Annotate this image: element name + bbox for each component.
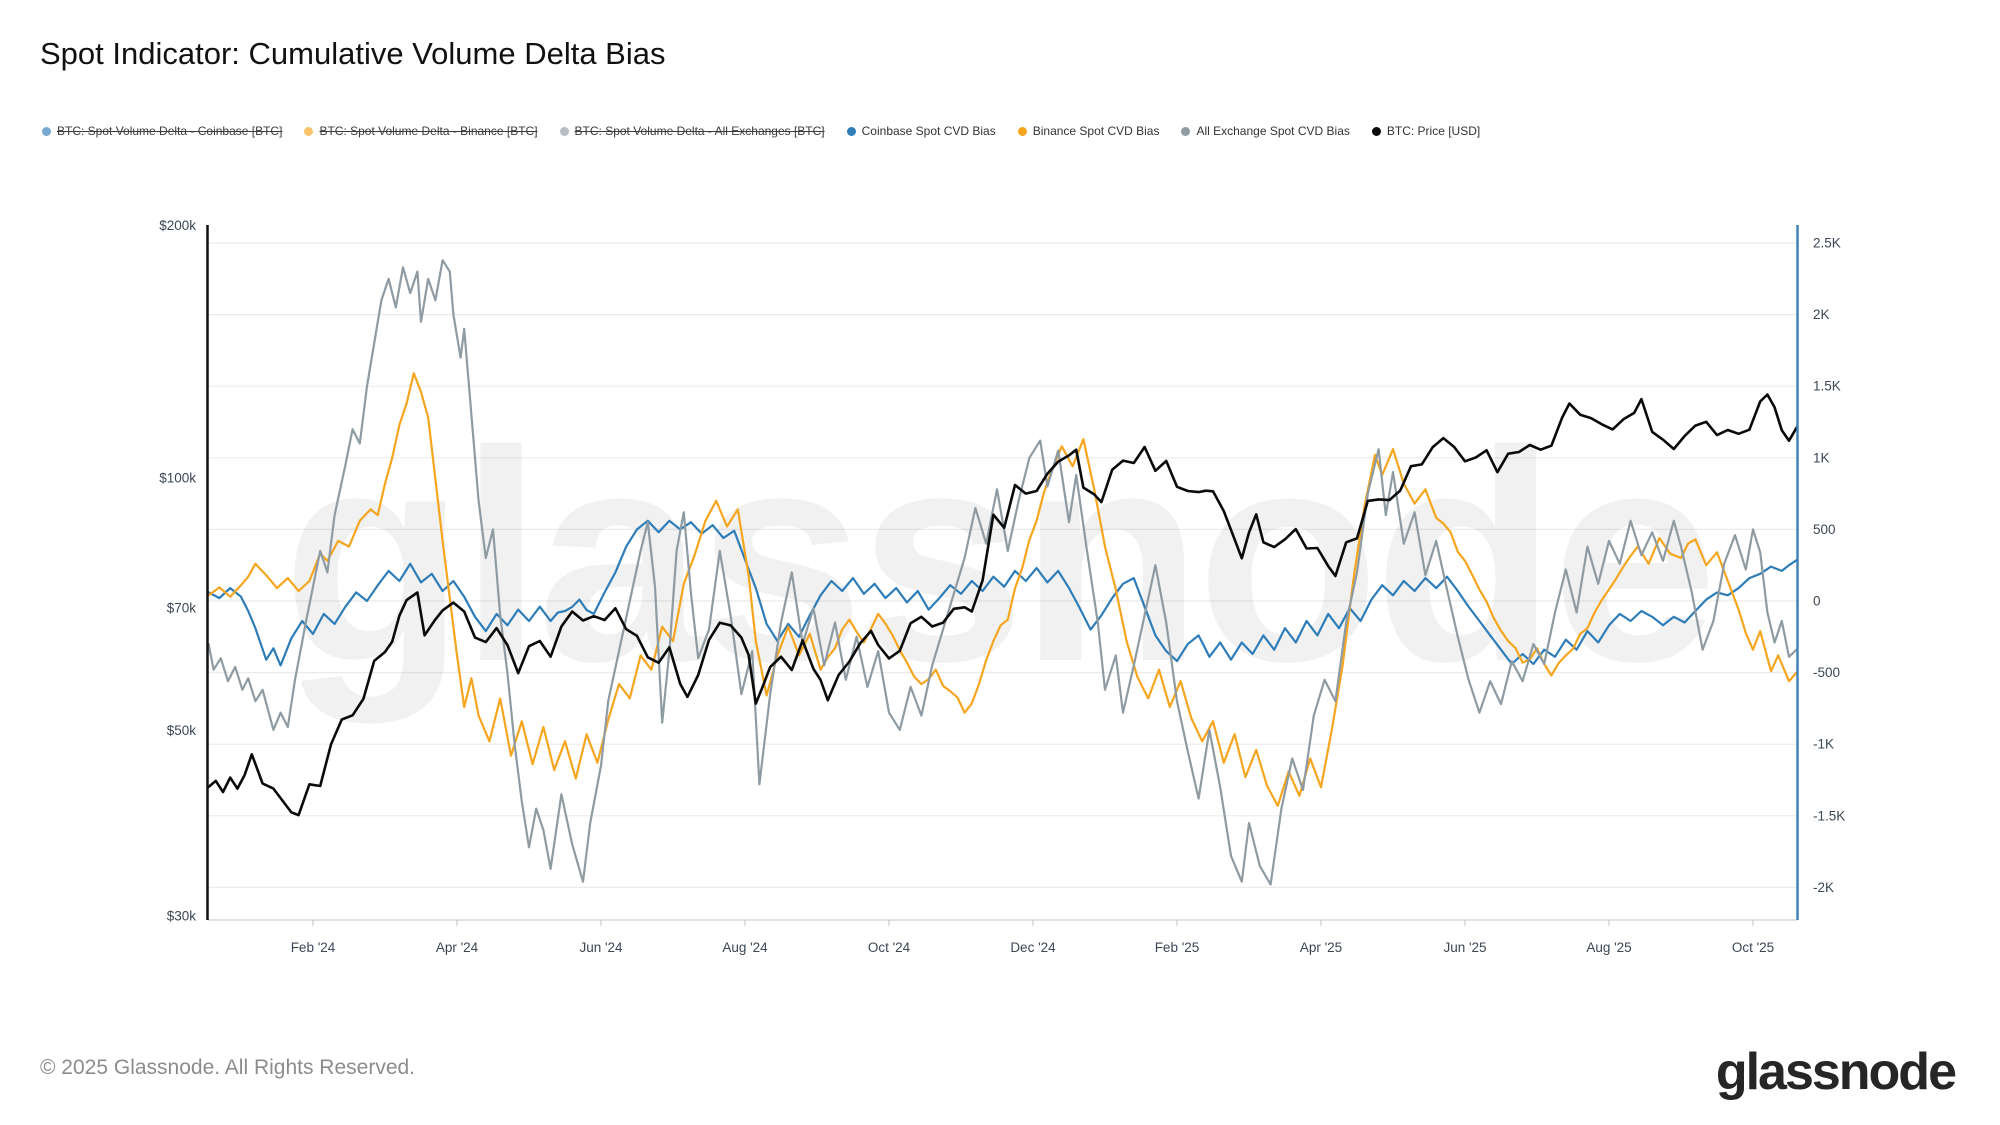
y-right-tick-label: -2K	[1813, 880, 1834, 895]
y-right-tick-label: 1K	[1813, 450, 1830, 465]
series-binance-spot-cvd-bias	[207, 372, 1798, 807]
y-right-tick-label: -1.5K	[1813, 808, 1845, 823]
x-tick-label: Apr '25	[1300, 940, 1342, 955]
y-left-tick-label: $70k	[167, 600, 197, 615]
x-tick-label: Dec '24	[1010, 940, 1056, 955]
legend-label: All Exchange Spot CVD Bias	[1196, 124, 1350, 138]
y-right-tick-label: 2.5K	[1813, 236, 1841, 251]
y-right-tick-label: 2K	[1813, 307, 1830, 322]
x-tick-label: Feb '24	[291, 940, 336, 955]
legend-item-btc-spot-volume-delta-coinbase-btc[interactable]: BTC: Spot Volume Delta - Coinbase [BTC]	[42, 124, 282, 138]
x-tick-label: Aug '25	[1586, 940, 1631, 955]
glassnode-logo: glassnode	[1715, 1043, 1957, 1101]
y-right-tick-label: -500	[1813, 665, 1840, 680]
legend-dot-icon	[304, 126, 314, 136]
y-left-tick-label: $200k	[159, 218, 196, 233]
x-tick-label: Oct '24	[868, 940, 911, 955]
glassnode-watermark: glassnode	[282, 388, 1712, 726]
legend-dot-icon	[846, 126, 856, 136]
legend-item-binance-spot-cvd-bias[interactable]: Binance Spot CVD Bias	[1017, 124, 1160, 138]
legend-item-btc-spot-volume-delta-binance-btc[interactable]: BTC: Spot Volume Delta - Binance [BTC]	[304, 124, 538, 138]
legend-item-btc-price-usd[interactable]: BTC: Price [USD]	[1371, 124, 1481, 138]
legend-dot-icon	[559, 126, 569, 136]
page-title: Spot Indicator: Cumulative Volume Delta …	[40, 36, 666, 71]
x-tick-label: Jun '25	[1443, 940, 1486, 955]
legend-item-coinbase-spot-cvd-bias[interactable]: Coinbase Spot CVD Bias	[846, 124, 996, 138]
x-tick-label: Aug '24	[722, 940, 768, 955]
legend-label: BTC: Spot Volume Delta - All Exchanges […	[574, 124, 825, 138]
x-tick-label: Feb '25	[1155, 940, 1200, 955]
legend-dot-icon	[1181, 126, 1191, 136]
series-coinbase-spot-cvd-bias	[207, 519, 1798, 667]
chart-legend: BTC: Spot Volume Delta - Coinbase [BTC] B…	[42, 124, 1480, 138]
y-right-tick-label: 500	[1813, 522, 1836, 537]
legend-dot-icon	[1371, 126, 1381, 136]
y-left-tick-label: $30k	[167, 909, 197, 924]
y-right-tick-label: 1.5K	[1813, 379, 1841, 394]
copyright-text: © 2025 Glassnode. All Rights Reserved.	[40, 1056, 416, 1079]
legend-label: BTC: Spot Volume Delta - Binance [BTC]	[319, 124, 538, 138]
y-right-tick-label: -1K	[1813, 737, 1834, 752]
y-left-tick-label: $50k	[167, 723, 197, 738]
legend-label: BTC: Spot Volume Delta - Coinbase [BTC]	[57, 124, 283, 138]
legend-item-all-exchange-spot-cvd-bias[interactable]: All Exchange Spot CVD Bias	[1181, 124, 1350, 138]
legend-label: Coinbase Spot CVD Bias	[861, 124, 996, 138]
legend-label: BTC: Price [USD]	[1386, 124, 1481, 138]
series-btc-price-usd	[207, 393, 1798, 817]
legend-item-btc-spot-volume-delta-all-exchanges-btc[interactable]: BTC: Spot Volume Delta - All Exchanges […	[559, 124, 825, 138]
x-tick-label: Oct '25	[1732, 940, 1774, 955]
legend-label: Binance Spot CVD Bias	[1032, 124, 1160, 138]
y-left-tick-label: $100k	[159, 471, 196, 486]
x-tick-label: Jun '24	[579, 940, 623, 955]
x-tick-label: Apr '24	[436, 940, 479, 955]
legend-dot-icon	[42, 126, 51, 136]
legend-dot-icon	[1017, 126, 1027, 136]
series-all-exchange-spot-cvd-bias	[207, 259, 1798, 886]
y-right-tick-label: 0	[1813, 594, 1821, 609]
